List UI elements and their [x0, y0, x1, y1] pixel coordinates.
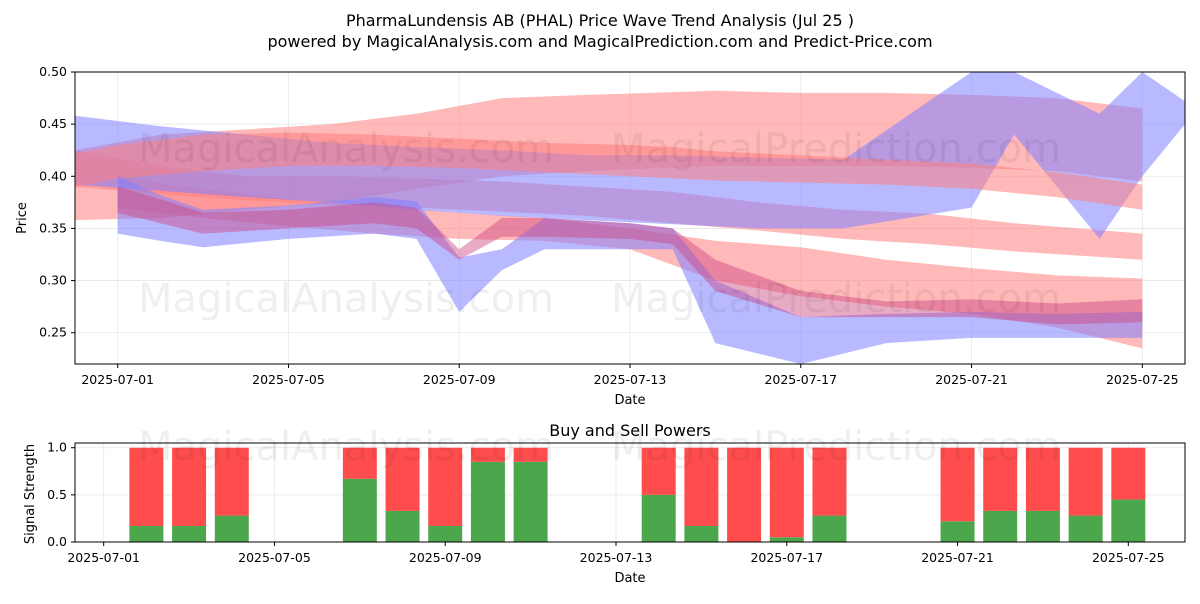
sell-bar	[684, 447, 719, 526]
buy-bar	[684, 525, 719, 542]
buy-bar	[983, 510, 1018, 542]
sell-bar	[342, 447, 377, 479]
buy-bar	[812, 515, 847, 542]
signal-x-tick-label: 2025-07-13	[580, 550, 653, 565]
signal-panel: Buy and Sell Powers MagicalAnalysis.com …	[23, 421, 1186, 586]
sell-bar	[172, 447, 207, 526]
price-y-tick-label: 0.50	[39, 64, 67, 79]
sell-bar	[769, 447, 804, 538]
price-y-tick-label: 0.35	[39, 220, 67, 235]
price-x-tick-label: 2025-07-17	[764, 372, 837, 387]
signal-x-tick-label: 2025-07-21	[921, 550, 994, 565]
watermark-prediction-bottom: MagicalPrediction.com	[611, 424, 1061, 470]
signal-x-tick-label: 2025-07-01	[67, 550, 140, 565]
price-x-ticks: 2025-07-01 2025-07-05 2025-07-09 2025-07-13…	[81, 364, 1179, 387]
sell-bar	[940, 447, 975, 522]
price-x-tick-label: 2025-07-05	[252, 372, 325, 387]
signal-y-tick-label: 0.5	[47, 487, 67, 502]
sell-bar	[983, 447, 1018, 511]
buy-bar	[641, 494, 676, 542]
buy-bar	[129, 525, 164, 542]
buy-bar	[172, 525, 207, 542]
price-x-tick-label: 2025-07-25	[1106, 372, 1179, 387]
buy-bar	[513, 461, 548, 542]
sell-bar	[470, 447, 505, 462]
price-x-tick-label: 2025-07-09	[423, 372, 496, 387]
watermark-prediction-mid: MagicalPrediction.com	[611, 276, 1061, 322]
buy-bar	[1111, 499, 1146, 542]
sell-bar	[1111, 447, 1146, 500]
buy-bar	[214, 515, 249, 542]
signal-y-axis-label: Signal Strength	[23, 444, 38, 544]
sell-bar	[214, 447, 249, 516]
sell-bar	[513, 447, 548, 462]
signal-x-tick-label: 2025-07-17	[750, 550, 823, 565]
signal-title: Buy and Sell Powers	[549, 421, 711, 440]
buy-bar	[940, 521, 975, 542]
signal-x-ticks: 2025-07-01 2025-07-05 2025-07-09 2025-07-13…	[67, 542, 1165, 565]
buy-bar	[385, 510, 420, 542]
buy-bar	[342, 478, 377, 542]
price-wave-bands	[75, 72, 1185, 364]
chart-title: PharmaLundensis AB (PHAL) Price Wave Tre…	[346, 11, 854, 30]
signal-plot-frame	[74, 442, 1186, 543]
price-x-tick-label: 2025-07-01	[81, 372, 154, 387]
buy-bar	[1025, 510, 1060, 542]
price-x-tick-label: 2025-07-21	[935, 372, 1008, 387]
wave-band	[75, 132, 1143, 210]
buy-bar	[769, 537, 804, 542]
sell-bar	[727, 447, 762, 542]
wave-band	[117, 176, 1143, 364]
price-y-tick-label: 0.40	[39, 168, 67, 183]
price-y-tick-label: 0.25	[39, 325, 67, 340]
signal-y-ticks: 0.0 0.5 1.0	[47, 440, 75, 549]
sell-bar	[385, 447, 420, 511]
signal-x-axis-label: Date	[614, 571, 645, 586]
signal-x-tick-label: 2025-07-25	[1092, 550, 1165, 565]
signal-bars	[129, 447, 1146, 542]
buy-bar	[428, 525, 463, 542]
price-x-axis-label: Date	[614, 393, 645, 408]
buy-bar	[470, 461, 505, 542]
price-panel: MagicalAnalysis.com MagicalPrediction.co…	[15, 64, 1186, 408]
watermark-analysis-mid: MagicalAnalysis.com	[138, 276, 554, 322]
watermark-prediction-top: MagicalPrediction.com	[611, 126, 1061, 172]
signal-x-tick-label: 2025-07-05	[238, 550, 311, 565]
sell-bar	[641, 447, 676, 495]
price-y-tick-label: 0.45	[39, 116, 67, 131]
signal-y-tick-label: 1.0	[47, 440, 67, 455]
signal-y-tick-label: 0.0	[47, 534, 67, 549]
watermark-analysis-top: MagicalAnalysis.com	[138, 126, 554, 172]
price-y-ticks: 0.25 0.30 0.35 0.40 0.45 0.50	[39, 64, 75, 340]
sell-bar	[1025, 447, 1060, 511]
wave-band	[117, 186, 1143, 325]
sell-bar	[129, 447, 164, 526]
sell-bar	[1068, 447, 1103, 516]
price-y-tick-label: 0.30	[39, 273, 67, 288]
watermark-analysis-bottom: MagicalAnalysis.com	[138, 424, 554, 470]
sell-bar	[428, 447, 463, 526]
buy-bar	[1068, 515, 1103, 542]
sell-bar	[812, 447, 847, 516]
price-x-tick-label: 2025-07-13	[594, 372, 667, 387]
chart-subtitle: powered by MagicalAnalysis.com and Magic…	[267, 32, 932, 51]
signal-x-tick-label: 2025-07-09	[409, 550, 482, 565]
price-y-axis-label: Price	[15, 202, 30, 234]
